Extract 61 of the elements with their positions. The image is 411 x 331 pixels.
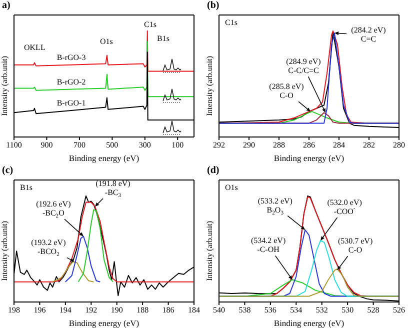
chart-title: (b) — [207, 0, 220, 11]
text: O1s — [225, 183, 238, 192]
x-tick-label: 186 — [162, 306, 174, 315]
x-tick-label: 282 — [363, 140, 375, 150]
x-axis-title: Binding energy (eV) — [68, 153, 140, 163]
x-tick-label: 292 — [213, 140, 225, 150]
series-label: B-rGO-2 — [56, 77, 86, 86]
x-tick-label: 300 — [138, 140, 151, 150]
series-label: B-rGO-3 — [56, 52, 86, 62]
x-tick-label: 184 — [188, 306, 200, 315]
x-axis-title: Binding energy (eV) — [274, 153, 344, 163]
x-axis-title: Binding energy (eV) — [274, 318, 344, 328]
annotation: (285.8 eV) C-O — [269, 82, 304, 100]
text: C1s — [144, 20, 156, 29]
x-tick-label: 538 — [238, 306, 251, 315]
text: C1s — [225, 18, 238, 27]
series-label: B-rGO-1 — [56, 98, 86, 108]
x-tick-label: 900 — [40, 140, 53, 150]
y-axis-title: Intensity (arb.unit) — [0, 56, 9, 116]
x-tick-label: 700 — [73, 140, 86, 150]
y-axis-title: Intensity (arb.unit) — [204, 56, 214, 116]
x-tick-label: 534 — [290, 306, 302, 315]
annotation: (193.2 eV) -BCO$_{2}$ — [31, 238, 66, 258]
y-axis-title: Intensity (arb.unit) — [0, 220, 9, 281]
text: B1s — [20, 183, 32, 192]
x-tick-label: 190 — [110, 306, 123, 315]
x-tick-label: 196 — [34, 306, 46, 315]
x-tick-label: 100 — [172, 140, 184, 150]
x-tick-label: 526 — [393, 306, 405, 315]
x-tick-label: 198 — [8, 306, 20, 315]
x-tick-label: 280 — [393, 140, 405, 150]
annotation: (530.7 eV) C-O — [338, 236, 373, 255]
x-tick-label: 284 — [333, 140, 345, 150]
chart-title: a) — [2, 0, 10, 11]
x-axis-title: Binding energy (eV) — [68, 318, 140, 328]
x-tick-label: 194 — [59, 306, 72, 315]
y-axis-title: Intensity (arb.unit) — [204, 220, 214, 281]
x-tick-label: 192 — [85, 306, 98, 315]
x-tick-label: 528 — [367, 306, 380, 315]
annotation: (192.6 eV) -BC$_{2}$O — [36, 200, 72, 220]
x-tick-label: 188 — [136, 306, 149, 315]
x-tick-label: 290 — [243, 140, 255, 150]
annotation: (284.9 eV) C-C/C=C — [286, 56, 322, 75]
x-tick-label: 536 — [264, 306, 276, 315]
annotation: (532.0 eV) -COO$^{-}$ — [327, 198, 362, 216]
x-tick-label: 288 — [273, 140, 285, 150]
x-tick-label: 532 — [316, 306, 328, 315]
annotation: B1s — [157, 34, 170, 43]
annotation: OKLL — [24, 43, 46, 52]
x-tick-label: 530 — [342, 306, 354, 315]
annotation: (191.8 eV) -BC$_{3}$ — [96, 178, 131, 200]
x-tick-label: 286 — [303, 140, 315, 150]
annotation: (533.2 eV) B$_{2}$O$_{3}$ — [258, 196, 293, 217]
x-tick-label: 540 — [213, 306, 225, 315]
x-tick-label: 1100 — [6, 140, 22, 150]
annotation: O1s — [100, 37, 113, 46]
x-tick-label: 500 — [106, 140, 118, 150]
annotation: (284.2 eV) C=C — [351, 25, 386, 44]
chart-title: (d) — [207, 165, 220, 176]
annotation: (534.2 eV) -C-OH — [250, 236, 286, 254]
chart-title: (c) — [2, 165, 14, 176]
